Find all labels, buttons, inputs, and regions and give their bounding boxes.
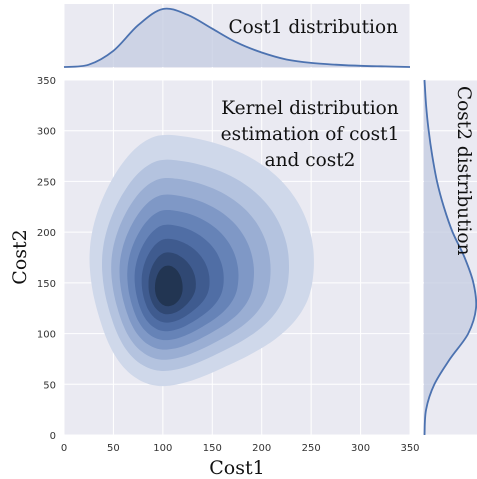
cost2-distribution-label: Cost2 distribution xyxy=(453,86,474,256)
x-axis-label: Cost1 xyxy=(209,457,264,479)
x-tick-label: 250 xyxy=(302,443,321,454)
main-annotation: Kernel distribution estimation of cost1 … xyxy=(221,98,400,171)
y-tick-label: 350 xyxy=(37,76,56,87)
y-tick-label: 250 xyxy=(37,177,56,188)
x-axis-ticks: 0 50 100 150 200 250 300 350 xyxy=(61,443,420,454)
x-tick-label: 200 xyxy=(252,443,271,454)
y-tick-label: 50 xyxy=(43,380,56,391)
x-tick-label: 50 xyxy=(107,443,120,454)
x-tick-label: 150 xyxy=(203,443,222,454)
x-tick-label: 350 xyxy=(400,443,419,454)
x-tick-label: 0 xyxy=(61,443,67,454)
cost1-distribution-label: Cost1 distribution xyxy=(229,17,399,38)
annotation-line-2: estimation of cost1 xyxy=(221,124,400,145)
contour-level-9 xyxy=(154,265,183,307)
y-axis-label: Cost2 xyxy=(9,229,31,284)
x-tick-label: 300 xyxy=(351,443,370,454)
cost2-density-fill xyxy=(424,80,477,435)
y-tick-label: 150 xyxy=(37,279,56,290)
cost1-density-fill xyxy=(64,8,410,67)
x-tick-label: 100 xyxy=(153,443,172,454)
kde-contours xyxy=(89,134,314,387)
y-axis-ticks: 0 50 100 150 200 250 300 350 xyxy=(37,76,56,442)
annotation-line-1: Kernel distribution xyxy=(221,98,398,119)
annotation-line-3: and cost2 xyxy=(265,150,356,171)
y-tick-label: 200 xyxy=(37,228,56,239)
cost1-density-line xyxy=(63,7,411,68)
y-tick-label: 100 xyxy=(37,330,56,341)
y-tick-label: 0 xyxy=(50,431,56,442)
y-tick-label: 300 xyxy=(37,127,56,138)
cost2-density-line xyxy=(423,79,477,436)
